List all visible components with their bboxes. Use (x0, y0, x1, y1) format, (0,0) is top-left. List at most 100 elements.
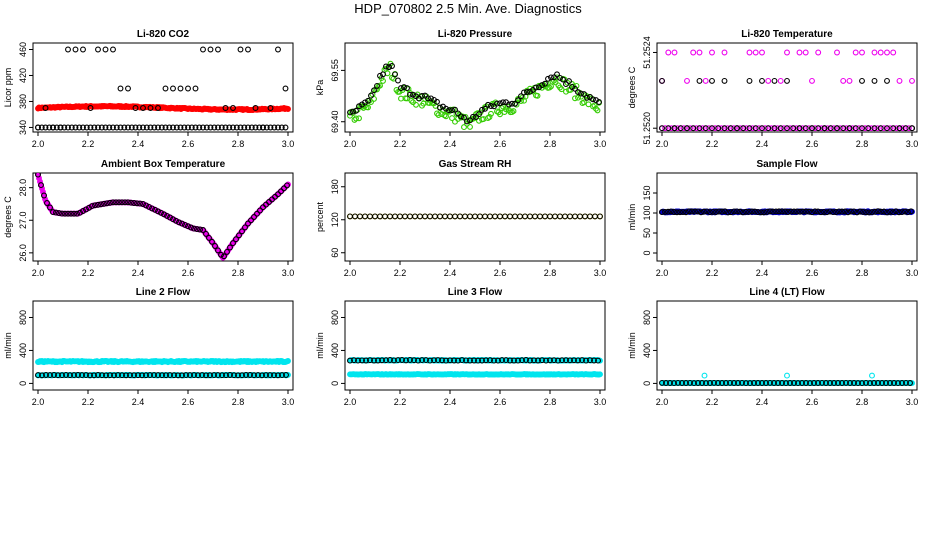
data-point (711, 379, 717, 386)
data-point (65, 210, 71, 217)
data-point (151, 124, 158, 131)
data-point (282, 124, 289, 131)
data-point (695, 208, 701, 215)
data-point (809, 125, 815, 132)
data-point (347, 357, 353, 364)
data-point (80, 208, 86, 214)
data-point (187, 372, 193, 379)
data-point (683, 380, 689, 386)
data-point (86, 204, 92, 211)
data-point (881, 208, 887, 215)
data-point (113, 199, 119, 206)
data-point (50, 209, 56, 216)
data-point (572, 85, 578, 92)
x-tick-label: 2.0 (32, 268, 45, 278)
data-point (773, 208, 779, 215)
data-point (431, 357, 437, 364)
data-point (677, 125, 684, 132)
x-tick-label: 2.0 (32, 397, 45, 407)
data-point (719, 208, 725, 215)
data-point (533, 84, 539, 91)
data-point (183, 372, 189, 379)
data-point (837, 125, 844, 132)
data-point (557, 74, 563, 81)
panel-title: Gas Stream RH (439, 159, 512, 170)
data-point (248, 217, 254, 224)
data-point (674, 125, 681, 132)
x-tick-label: 2.6 (494, 268, 507, 278)
data-point (275, 191, 281, 198)
data-point (386, 64, 392, 71)
data-point (71, 210, 77, 217)
data-point (382, 213, 388, 220)
y-tick-label: 0 (18, 381, 28, 386)
y-axis-label: ml/min (627, 332, 637, 359)
data-point (767, 379, 773, 386)
data-point (278, 188, 284, 195)
data-point (372, 213, 378, 220)
data-point (659, 125, 665, 132)
data-point (251, 372, 257, 379)
data-point (859, 380, 865, 387)
data-point (140, 124, 146, 131)
data-point (472, 213, 478, 220)
data-point (271, 124, 278, 131)
data-point (797, 208, 803, 215)
y-axis-label: ml/min (627, 204, 637, 231)
data-point (203, 124, 210, 131)
panel-title: Li-820 Pressure (438, 29, 513, 40)
data-point (518, 93, 524, 100)
data-point (230, 124, 236, 131)
data-point (593, 105, 599, 112)
data-point (367, 357, 373, 364)
data-point (803, 208, 809, 215)
data-point (731, 208, 737, 215)
x-tick-label: 2.6 (182, 139, 195, 149)
y-tick-label: 150 (642, 185, 652, 200)
data-point (899, 380, 905, 386)
data-point (871, 380, 877, 386)
data-point (779, 208, 785, 215)
data-point (252, 124, 259, 131)
data-point (215, 124, 221, 131)
data-point (585, 101, 592, 108)
data-point (863, 379, 869, 386)
x-tick-label: 2.0 (656, 268, 669, 278)
data-point (887, 208, 893, 215)
data-point (677, 209, 683, 216)
data-point (578, 90, 584, 97)
data-point (467, 357, 473, 364)
data-point (802, 49, 809, 56)
data-point (512, 213, 518, 220)
data-point (483, 357, 489, 364)
data-point (117, 124, 124, 131)
data-point (71, 372, 77, 379)
x-tick-label: 2.6 (494, 139, 507, 149)
data-point (494, 100, 500, 107)
data-point (207, 46, 214, 53)
data-point (767, 208, 773, 215)
data-point (72, 46, 79, 53)
data-point (724, 125, 731, 132)
data-point (563, 81, 569, 88)
points-group (347, 60, 602, 131)
data-point (827, 380, 833, 386)
data-point (68, 210, 74, 217)
data-point (909, 77, 915, 84)
data-point (285, 106, 291, 112)
data-point (847, 380, 853, 386)
data-point (884, 77, 890, 84)
data-point (680, 125, 687, 132)
data-point (834, 125, 840, 132)
data-point (47, 204, 53, 211)
data-point (211, 124, 218, 131)
data-point (224, 248, 230, 255)
data-point (61, 124, 68, 131)
data-point (499, 357, 505, 364)
data-point (799, 380, 805, 386)
y-tick-label: 340 (18, 120, 28, 135)
data-point (743, 125, 750, 132)
data-point (800, 208, 806, 215)
data-point (909, 125, 915, 132)
data-point (179, 372, 185, 379)
